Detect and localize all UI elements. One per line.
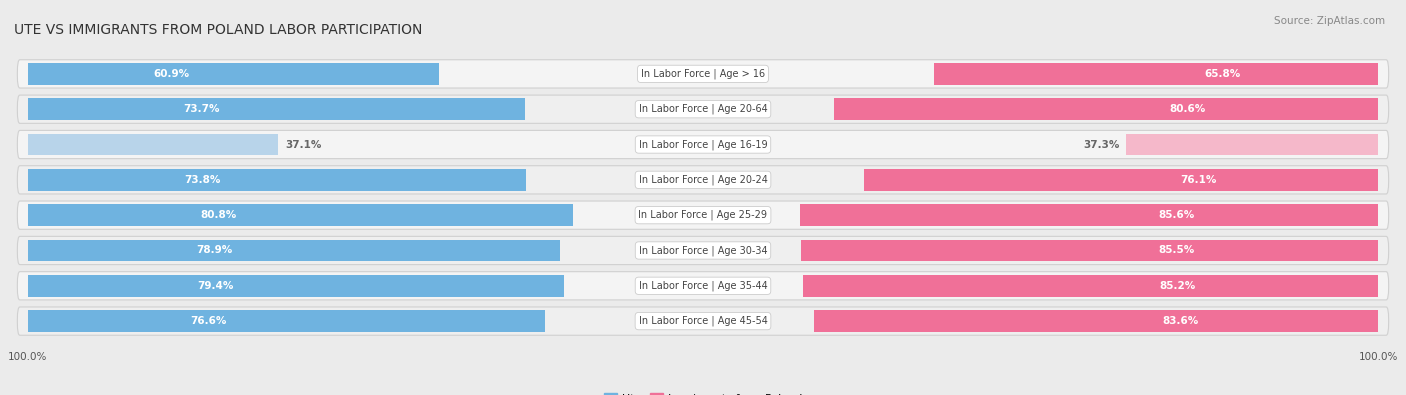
Text: Source: ZipAtlas.com: Source: ZipAtlas.com <box>1274 16 1385 26</box>
Text: In Labor Force | Age > 16: In Labor Force | Age > 16 <box>641 69 765 79</box>
Text: 76.6%: 76.6% <box>190 316 226 326</box>
Text: In Labor Force | Age 35-44: In Labor Force | Age 35-44 <box>638 280 768 291</box>
FancyBboxPatch shape <box>17 95 1389 123</box>
Bar <box>28 204 574 226</box>
Text: 80.6%: 80.6% <box>1170 104 1206 114</box>
Text: In Labor Force | Age 16-19: In Labor Force | Age 16-19 <box>638 139 768 150</box>
Text: 85.6%: 85.6% <box>1159 210 1194 220</box>
Text: 76.1%: 76.1% <box>1181 175 1216 185</box>
Text: 60.9%: 60.9% <box>153 69 190 79</box>
Bar <box>28 275 564 297</box>
Bar <box>1126 134 1378 156</box>
Text: In Labor Force | Age 45-54: In Labor Force | Age 45-54 <box>638 316 768 326</box>
Text: 85.5%: 85.5% <box>1159 245 1195 256</box>
Text: 73.8%: 73.8% <box>184 175 221 185</box>
FancyBboxPatch shape <box>17 272 1389 300</box>
Text: In Labor Force | Age 20-24: In Labor Force | Age 20-24 <box>638 175 768 185</box>
Bar <box>803 275 1378 297</box>
Text: 78.9%: 78.9% <box>195 245 232 256</box>
Text: In Labor Force | Age 25-29: In Labor Force | Age 25-29 <box>638 210 768 220</box>
Legend: Ute, Immigrants from Poland: Ute, Immigrants from Poland <box>599 389 807 395</box>
Text: 79.4%: 79.4% <box>197 281 233 291</box>
Bar <box>28 134 278 156</box>
Bar <box>934 63 1378 85</box>
Text: 37.3%: 37.3% <box>1084 139 1119 150</box>
Text: 83.6%: 83.6% <box>1163 316 1199 326</box>
Text: 80.8%: 80.8% <box>201 210 236 220</box>
FancyBboxPatch shape <box>17 307 1389 335</box>
Text: UTE VS IMMIGRANTS FROM POLAND LABOR PARTICIPATION: UTE VS IMMIGRANTS FROM POLAND LABOR PART… <box>14 23 422 36</box>
FancyBboxPatch shape <box>17 166 1389 194</box>
Bar <box>801 239 1378 261</box>
FancyBboxPatch shape <box>17 236 1389 265</box>
Bar <box>800 204 1378 226</box>
Bar <box>865 169 1378 191</box>
FancyBboxPatch shape <box>17 201 1389 229</box>
Bar <box>834 98 1378 120</box>
Bar <box>28 239 561 261</box>
Text: In Labor Force | Age 20-64: In Labor Force | Age 20-64 <box>638 104 768 115</box>
Text: In Labor Force | Age 30-34: In Labor Force | Age 30-34 <box>638 245 768 256</box>
Text: 65.8%: 65.8% <box>1205 69 1241 79</box>
Text: 73.7%: 73.7% <box>184 104 221 114</box>
Text: 37.1%: 37.1% <box>285 139 322 150</box>
FancyBboxPatch shape <box>17 130 1389 159</box>
Bar <box>28 169 526 191</box>
Bar <box>28 310 546 332</box>
FancyBboxPatch shape <box>17 60 1389 88</box>
Bar <box>28 63 439 85</box>
Text: 85.2%: 85.2% <box>1159 281 1195 291</box>
Bar <box>28 98 526 120</box>
Bar <box>814 310 1378 332</box>
